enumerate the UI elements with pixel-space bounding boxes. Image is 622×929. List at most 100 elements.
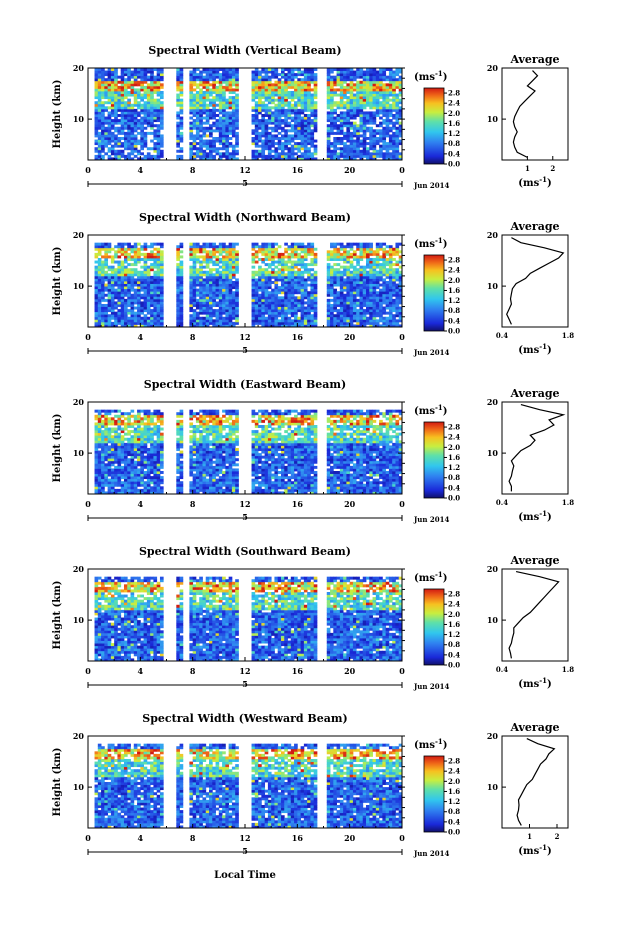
heatmap-cell <box>287 281 292 284</box>
x-tick-label: 4 <box>138 332 144 342</box>
heatmap-cell <box>267 121 272 125</box>
heatmap-cell <box>104 275 109 279</box>
heatmap-cell <box>313 260 318 264</box>
heatmap-cell <box>310 154 315 158</box>
heatmap-cell <box>261 242 266 246</box>
heatmap-cell <box>297 126 301 130</box>
heatmap-cell <box>159 245 164 249</box>
heatmap-cell <box>120 250 125 254</box>
heatmap-cell <box>388 129 393 133</box>
heatmap-cell <box>127 78 131 82</box>
heatmap-cell <box>287 103 292 107</box>
heatmap-cell <box>339 314 344 318</box>
heatmap-cell <box>120 101 125 105</box>
heatmap-cell <box>392 91 396 94</box>
heatmap-cell <box>215 324 220 328</box>
heatmap-cell <box>274 273 279 277</box>
heatmap-cell <box>235 296 239 300</box>
heatmap-cell <box>212 296 216 300</box>
heatmap-cell <box>395 245 400 249</box>
heatmap-cell <box>123 242 128 246</box>
heatmap-cell <box>294 108 298 112</box>
heatmap-cell <box>225 324 230 328</box>
heatmap-cell <box>107 78 112 82</box>
heatmap-cell <box>274 121 279 125</box>
heatmap-cell <box>176 111 180 115</box>
heatmap-cell <box>153 106 158 110</box>
heatmap-cell <box>339 247 344 251</box>
heatmap-cell <box>254 124 259 128</box>
heatmap-cell <box>123 124 128 128</box>
heatmap-cell <box>117 108 122 112</box>
heatmap-cell <box>107 286 112 290</box>
heatmap-cell <box>346 131 351 135</box>
heatmap-cell <box>150 88 154 92</box>
heatmap-cell <box>107 309 112 313</box>
heatmap-cell <box>261 314 266 318</box>
heatmap-cell <box>228 152 233 156</box>
heatmap-cell <box>150 139 154 143</box>
heatmap-cell <box>254 321 259 325</box>
heatmap-cell <box>130 321 135 325</box>
heatmap-cell <box>382 260 387 264</box>
unit-label: (ms-1) <box>414 236 447 250</box>
heatmap-cell <box>133 306 138 310</box>
heatmap-cell <box>202 75 207 79</box>
heatmap-cell <box>205 116 210 120</box>
heatmap-cell <box>218 319 223 323</box>
heatmap-cell <box>290 96 295 100</box>
heatmap-cell <box>310 314 315 318</box>
heatmap-cell <box>280 88 285 92</box>
heatmap-cell <box>352 319 357 323</box>
heatmap-cell <box>199 101 203 105</box>
heatmap-cell <box>101 119 105 123</box>
heatmap-cell <box>202 131 207 135</box>
heatmap-cell <box>395 306 400 310</box>
heatmap-cell <box>127 293 131 297</box>
heatmap-cell <box>235 255 239 259</box>
heatmap-cell <box>267 106 272 110</box>
heatmap-cell <box>209 108 213 112</box>
heatmap-cell <box>372 304 377 307</box>
heatmap-cell <box>359 286 364 290</box>
heatmap-cell <box>123 154 128 158</box>
heatmap-cell <box>284 265 288 269</box>
heatmap-cell <box>326 157 331 161</box>
heatmap-cell <box>192 296 197 300</box>
heatmap-cell <box>218 78 223 82</box>
heatmap-cell <box>300 273 305 277</box>
heatmap-cell <box>218 316 223 320</box>
heatmap-cell <box>359 85 364 89</box>
heatmap-cell <box>326 91 331 94</box>
heatmap-cell <box>382 296 387 300</box>
heatmap-cell <box>140 111 144 115</box>
heatmap-cell <box>231 147 236 151</box>
heatmap-cell <box>303 119 308 123</box>
heatmap-cell <box>359 255 364 259</box>
heatmap-cell <box>209 306 213 310</box>
heatmap-cell <box>264 78 269 82</box>
heatmap-cell <box>362 291 367 295</box>
heatmap-cell <box>352 103 357 107</box>
heatmap-cell <box>146 68 151 71</box>
heatmap-cell <box>179 126 184 130</box>
heatmap-cell <box>395 270 400 274</box>
heatmap-cell <box>336 298 341 302</box>
heatmap-cell <box>101 304 105 307</box>
heatmap-cell <box>271 98 275 102</box>
heatmap-cell <box>195 273 200 277</box>
heatmap-cell <box>385 83 390 87</box>
heatmap-cell <box>388 260 393 264</box>
heatmap-cell <box>110 75 115 79</box>
heatmap-cell <box>202 91 207 94</box>
heatmap-cell <box>114 273 118 277</box>
heatmap-cell <box>199 111 203 115</box>
heatmap-cell <box>123 252 128 256</box>
heatmap-cell <box>379 152 383 156</box>
heatmap-cell <box>235 73 239 77</box>
heatmap-cell <box>379 116 383 120</box>
heatmap-cell <box>395 114 400 117</box>
heatmap-cell <box>379 139 383 143</box>
heatmap-cell <box>356 137 360 140</box>
heatmap-cell <box>271 91 275 94</box>
